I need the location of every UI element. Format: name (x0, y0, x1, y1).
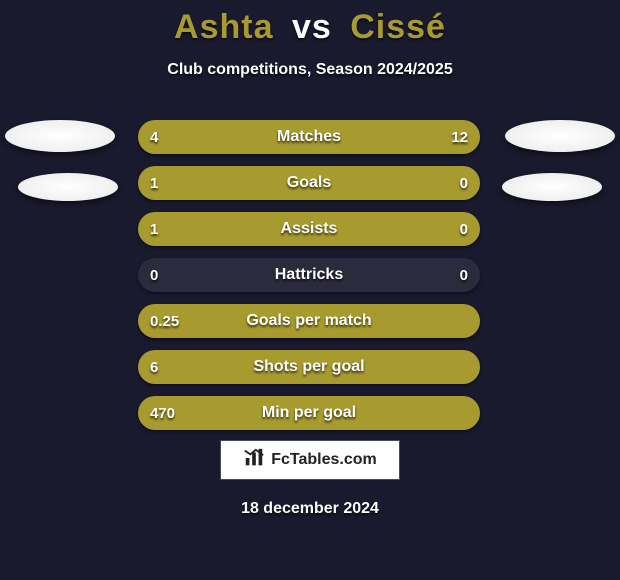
player2-badge-large (505, 120, 615, 152)
stat-bar-left (138, 396, 480, 430)
stat-row: Min per goal470 (138, 396, 480, 430)
stat-row: Goals10 (138, 166, 480, 200)
stat-bar-left (138, 120, 224, 154)
subtitle: Club competitions, Season 2024/2025 (0, 61, 620, 79)
stat-bar-left (138, 304, 480, 338)
date-text: 18 december 2024 (0, 500, 620, 518)
stat-label: Hattricks (138, 258, 480, 292)
vs-text: vs (292, 8, 332, 46)
stat-row: Matches412 (138, 120, 480, 154)
comparison-title: Ashta vs Cissé (0, 0, 620, 47)
player2-name: Cissé (350, 8, 446, 46)
player1-badge-small (18, 173, 118, 201)
player2-badge-small (502, 173, 602, 201)
brand-badge: FcTables.com (220, 440, 400, 480)
comparison-rows: Matches412 Goals10 Assists10 Hattricks0 0 Goa… (138, 120, 480, 442)
stat-row: Goals per match0.25 (138, 304, 480, 338)
bar-chart-icon (243, 447, 265, 474)
player1-badge-large (5, 120, 115, 152)
stat-value-left: 0 (150, 258, 158, 292)
stat-bar-left (138, 212, 405, 246)
brand-text: FcTables.com (271, 451, 377, 469)
stat-bar-left (138, 350, 480, 384)
stat-row: Shots per goal6 (138, 350, 480, 384)
stat-value-right: 0 (460, 258, 468, 292)
stat-row: Assists10 (138, 212, 480, 246)
stat-bar-right (405, 166, 480, 200)
stat-bar-right (405, 212, 480, 246)
player1-name: Ashta (174, 8, 273, 46)
stat-bar-left (138, 166, 405, 200)
stat-row: Hattricks0 0 (138, 258, 480, 292)
stat-bar-right (224, 120, 481, 154)
